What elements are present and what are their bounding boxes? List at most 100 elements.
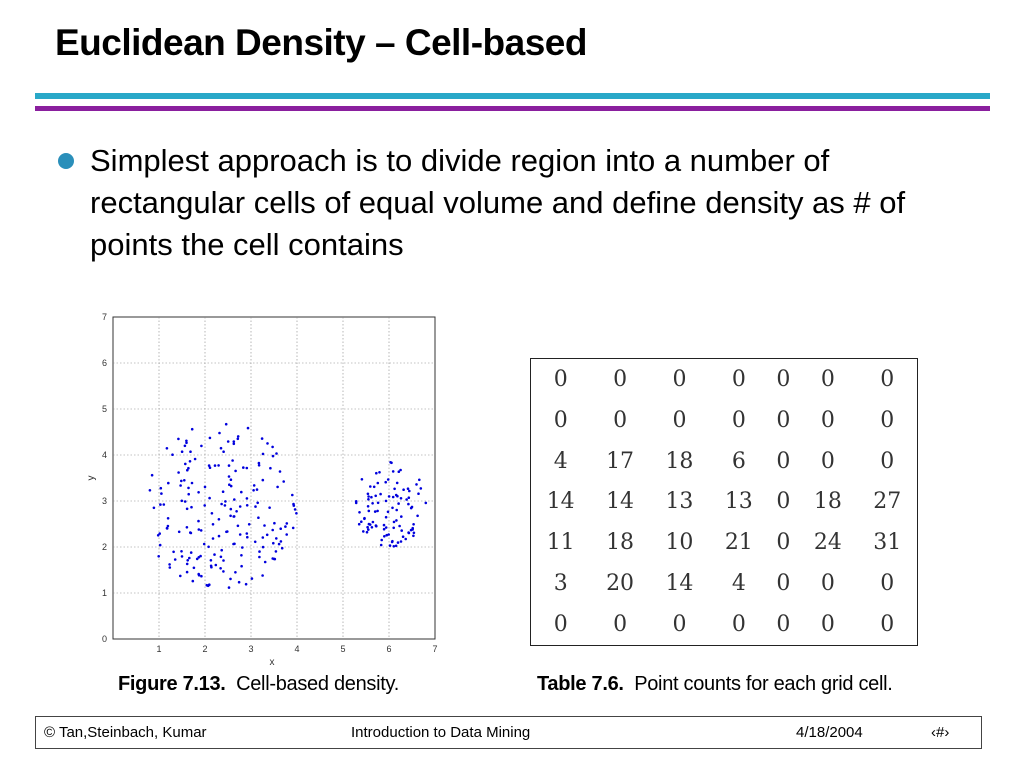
data-point: [166, 517, 170, 520]
data-point: [252, 489, 255, 492]
data-point: [397, 502, 400, 505]
data-point: [424, 501, 428, 505]
data-point: [261, 536, 265, 539]
data-point: [395, 508, 399, 512]
data-point: [227, 586, 231, 589]
data-point: [199, 554, 202, 558]
data-point: [238, 533, 242, 536]
data-point: [185, 562, 189, 566]
data-point: [384, 515, 388, 519]
data-point: [369, 485, 372, 488]
data-point: [206, 584, 210, 588]
table-cell-r0-c1: 0: [613, 366, 628, 392]
data-point: [394, 544, 398, 548]
data-point: [162, 503, 166, 506]
data-point: [220, 548, 223, 552]
data-point: [370, 495, 373, 499]
data-point: [173, 558, 177, 561]
y-tick-label: 7: [102, 312, 107, 322]
data-point: [284, 525, 287, 528]
data-point: [177, 437, 180, 441]
data-point: [383, 535, 386, 538]
table-caption-label: Table 7.6.: [537, 673, 624, 695]
data-point: [247, 523, 251, 526]
data-point: [192, 566, 196, 570]
table-cell-r3-c0: 14: [546, 489, 575, 515]
data-point: [233, 498, 236, 501]
data-point: [261, 545, 265, 549]
data-point: [385, 533, 389, 537]
data-point: [399, 540, 403, 543]
data-point: [384, 499, 388, 503]
data-point: [384, 526, 388, 529]
data-point: [291, 526, 295, 530]
data-point: [232, 542, 235, 546]
data-point: [190, 505, 193, 509]
data-point: [208, 466, 212, 469]
y-tick-label: 4: [102, 450, 107, 460]
data-point: [235, 510, 238, 513]
data-point: [371, 502, 374, 505]
data-point: [389, 461, 392, 464]
data-point: [280, 546, 284, 550]
data-point: [183, 444, 187, 448]
data-point: [180, 450, 184, 453]
data-point: [384, 480, 388, 484]
scatter-plot: 1 2 3 4 5 6 7 0 1 2 3 4 5 6 7 x y: [86, 312, 438, 668]
data-point: [382, 527, 386, 531]
y-axis-label: y: [86, 476, 97, 481]
data-point: [397, 470, 401, 473]
data-point: [245, 466, 249, 470]
data-point: [179, 574, 182, 578]
data-point: [167, 481, 170, 485]
data-point: [159, 503, 162, 506]
data-point: [372, 485, 376, 489]
data-point: [240, 564, 243, 568]
table-row: 0 0 0 0 0 0 0: [531, 359, 917, 400]
data-point: [232, 440, 236, 443]
data-point: [185, 441, 188, 445]
x-tick-label: 5: [340, 644, 345, 654]
data-point: [404, 537, 408, 541]
data-point: [246, 535, 249, 539]
table-cell-r1-c6: 0: [880, 407, 895, 433]
table-cell-r4-c1: 18: [606, 530, 635, 556]
data-point: [411, 526, 415, 530]
data-point: [222, 559, 225, 562]
data-point: [271, 528, 274, 532]
data-point: [213, 553, 216, 556]
data-point: [374, 494, 378, 498]
data-point: [165, 527, 169, 530]
data-point: [189, 551, 193, 554]
data-point: [401, 535, 405, 538]
data-point: [391, 506, 394, 510]
table-cell-r6-c5: 0: [820, 612, 835, 638]
table-cell-r4-c0: 11: [546, 530, 575, 556]
data-point: [366, 505, 370, 508]
table-cell-r2-c5: 0: [820, 448, 835, 474]
data-point: [272, 541, 275, 545]
data-point: [166, 524, 170, 528]
data-point: [231, 459, 234, 462]
grid-count-table: 0 0 0 0 0 0 0 0 0 0 0 0 0 0 4 17 18 6 0 0 0 14 14 13 13 0 18 27 11 18…: [530, 358, 918, 646]
data-point: [293, 508, 297, 511]
data-point: [261, 452, 265, 456]
data-point: [203, 504, 206, 507]
bullet-dot-icon: [58, 153, 74, 169]
x-axis-label: x: [270, 657, 275, 668]
data-point: [378, 471, 381, 474]
data-point: [168, 563, 171, 566]
data-point: [250, 577, 254, 580]
data-point: [399, 497, 403, 500]
data-point: [245, 504, 249, 507]
data-point: [360, 478, 364, 481]
bullet-item: Simplest approach is to divide region in…: [55, 140, 975, 266]
data-point: [367, 495, 370, 498]
data-point: [370, 526, 374, 529]
data-point: [245, 497, 249, 500]
data-point: [407, 502, 410, 506]
table-cell-r1-c0: 0: [553, 407, 568, 433]
data-point: [152, 506, 156, 510]
data-point: [291, 493, 294, 497]
data-point: [400, 515, 403, 518]
